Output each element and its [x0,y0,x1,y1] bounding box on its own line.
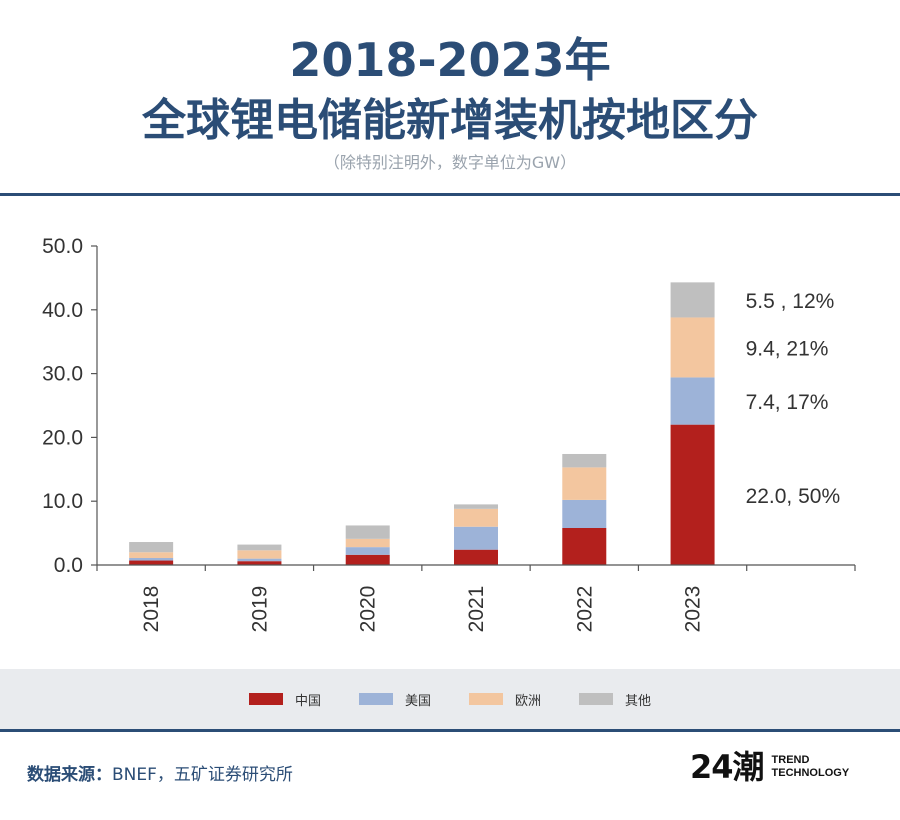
bar-layer [129,282,715,565]
bar-segment [670,424,715,565]
x-tick-label: 2019 [248,586,271,633]
bar-segment [237,558,282,562]
legend: 中国 美国 欧洲 其他 [0,669,900,729]
x-tick-label: 2018 [140,586,163,633]
y-axis: 0.0 10.0 20.0 30.0 40.0 50.0 [42,235,98,577]
bar-segment [454,508,498,527]
y-tick-label: 40.0 [42,299,83,322]
legend-label: 其他 [625,693,652,709]
bar-segment [454,549,498,565]
header-divider [0,193,900,196]
source-label: 数据来源： [27,765,112,785]
bar-segment [345,554,390,565]
bar-segment [562,499,607,528]
chart-subtitle: （除特别注明外，数字单位为GW） [323,153,577,172]
bar-segment [129,560,174,565]
legend-swatch [358,693,393,705]
bar-segment [562,453,607,468]
bar-segment [129,557,174,561]
x-axis: 2018 2019 2020 2021 2022 2023 [96,564,856,633]
data-source: 数据来源：BNEF，五矿证券研究所 [27,760,293,785]
chart-title-line1: 2018-2023年 [289,33,611,87]
brand-logo: 24潮 TREND TECHNOLOGY [690,747,849,787]
logo-wordmark: TREND TECHNOLOGY [772,754,850,780]
source-text: BNEF，五矿证券研究所 [112,765,293,785]
bar-segment [670,317,715,378]
logo-line2: TECHNOLOGY [771,767,850,779]
annotation-layer: 5.5 , 12% 9.4, 21% 7.4, 17% 22.0, 50% [746,290,841,508]
y-tick-label: 20.0 [42,426,83,449]
bar-segment [670,377,715,425]
data-label: 9.4, 21% [746,337,829,360]
x-tick-label: 2022 [573,586,596,633]
chart-title-line2: 全球锂电储能新增装机按地区分 [142,95,758,146]
bar-segment [454,526,498,550]
bar-segment [562,467,607,500]
bar-segment [129,552,174,558]
legend-label: 中国 [294,693,321,709]
bar-segment [454,504,498,509]
bar-segment [129,542,174,553]
bar-segment [345,525,390,539]
x-tick-label: 2020 [357,586,380,633]
y-tick-label: 10.0 [42,490,83,513]
legend-label: 美国 [404,693,431,709]
x-tick-label: 2021 [465,586,488,633]
bar-segment [345,547,390,555]
bar-segment [237,544,282,551]
bar-segment [562,527,607,565]
bar-segment [237,561,282,565]
bar-segment [670,282,715,318]
data-label: 7.4, 17% [746,391,829,414]
legend-swatch [248,693,283,705]
y-tick-label: 30.0 [42,363,83,386]
data-label: 5.5 , 12% [746,290,835,313]
x-tick-label: 2023 [682,586,705,633]
bar-segment [345,538,390,548]
data-label: 22.0, 50% [746,485,841,508]
legend-label: 欧洲 [515,693,542,709]
stacked-bar-chart: 0.0 10.0 20.0 30.0 40.0 50.0 2018 2019 2020 2021… [42,235,856,633]
legend-item: 欧洲 [469,690,541,709]
legend-item: 其他 [579,690,651,709]
y-tick-label: 0.0 [54,554,83,577]
legend-item: 美国 [358,690,431,709]
bar-segment [237,550,282,559]
footer-divider [0,729,900,732]
legend-swatch [469,693,503,705]
logo-mark: 24潮 [690,748,765,786]
legend-item: 中国 [248,690,321,709]
legend-swatch [579,693,614,705]
y-tick-label: 50.0 [42,235,83,258]
logo-line1: TREND [771,754,810,766]
